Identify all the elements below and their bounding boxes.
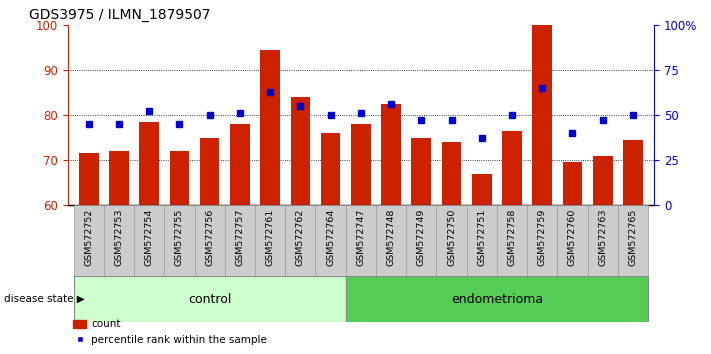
Bar <box>376 205 406 276</box>
Text: GSM572765: GSM572765 <box>629 209 638 266</box>
Text: endometrioma: endometrioma <box>451 293 543 306</box>
Bar <box>593 156 613 205</box>
Bar <box>164 205 195 276</box>
Bar <box>346 205 376 276</box>
Bar <box>557 205 587 276</box>
Text: GSM572757: GSM572757 <box>235 209 245 266</box>
Bar <box>134 205 164 276</box>
Text: disease state ▶: disease state ▶ <box>4 294 85 304</box>
Bar <box>466 205 497 276</box>
Text: GSM572761: GSM572761 <box>266 209 274 266</box>
Bar <box>230 124 250 205</box>
Bar <box>406 205 437 276</box>
Bar <box>316 205 346 276</box>
Bar <box>497 205 527 276</box>
Bar <box>109 151 129 205</box>
Text: GSM572749: GSM572749 <box>417 209 426 266</box>
Bar <box>321 133 341 205</box>
Bar <box>623 140 643 205</box>
Bar <box>472 174 491 205</box>
Bar <box>195 205 225 276</box>
Text: GSM572752: GSM572752 <box>84 209 93 266</box>
Bar <box>74 205 104 276</box>
Bar <box>255 205 285 276</box>
Bar <box>225 205 255 276</box>
Bar <box>200 138 220 205</box>
Bar <box>139 122 159 205</box>
Bar <box>527 205 557 276</box>
Text: GSM572748: GSM572748 <box>387 209 395 266</box>
Legend: count, percentile rank within the sample: count, percentile rank within the sample <box>69 315 271 349</box>
Bar <box>533 25 552 205</box>
Text: GSM572750: GSM572750 <box>447 209 456 266</box>
Text: GSM572760: GSM572760 <box>568 209 577 266</box>
Bar <box>346 276 648 322</box>
Bar <box>104 205 134 276</box>
Text: control: control <box>188 293 231 306</box>
Bar <box>74 276 346 322</box>
Bar <box>351 124 370 205</box>
Text: GSM572747: GSM572747 <box>356 209 365 266</box>
Bar <box>502 131 522 205</box>
Bar <box>618 205 648 276</box>
Bar <box>291 97 310 205</box>
Text: GSM572758: GSM572758 <box>508 209 516 266</box>
Bar <box>260 50 280 205</box>
Bar <box>442 142 461 205</box>
Text: GSM572762: GSM572762 <box>296 209 305 266</box>
Bar <box>562 162 582 205</box>
Text: GSM572759: GSM572759 <box>538 209 547 266</box>
Text: GSM572763: GSM572763 <box>598 209 607 266</box>
Bar <box>79 153 99 205</box>
Bar <box>170 151 189 205</box>
Text: GSM572753: GSM572753 <box>114 209 124 266</box>
Bar <box>381 104 401 205</box>
Text: GSM572764: GSM572764 <box>326 209 335 266</box>
Bar <box>437 205 466 276</box>
Text: GDS3975 / ILMN_1879507: GDS3975 / ILMN_1879507 <box>29 8 211 22</box>
Text: GSM572754: GSM572754 <box>144 209 154 266</box>
Text: GSM572751: GSM572751 <box>477 209 486 266</box>
Text: GSM572756: GSM572756 <box>205 209 214 266</box>
Bar <box>285 205 316 276</box>
Bar <box>587 205 618 276</box>
Bar <box>412 138 431 205</box>
Text: GSM572755: GSM572755 <box>175 209 184 266</box>
